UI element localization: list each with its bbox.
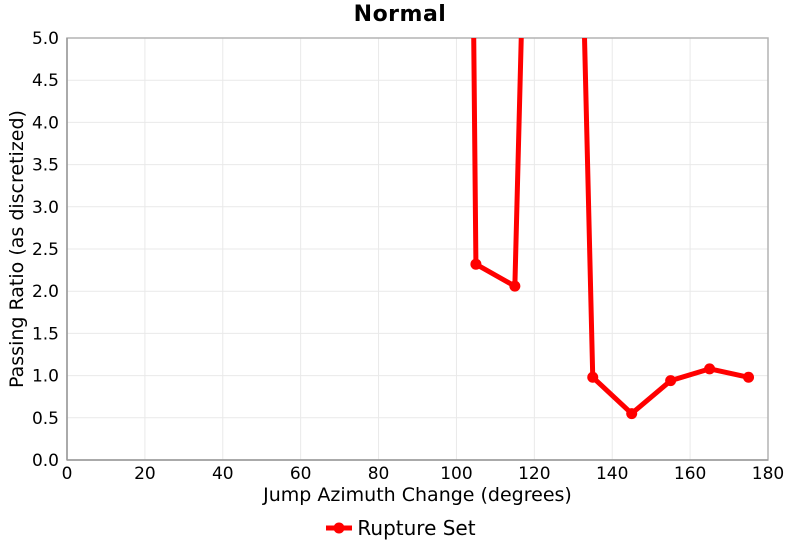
data-point-marker <box>470 258 482 270</box>
legend-dot-icon <box>333 522 345 534</box>
y-tick-label: 2.5 <box>32 240 59 260</box>
y-tick-label: 2.0 <box>32 282 59 302</box>
x-tick-label: 80 <box>368 464 390 484</box>
x-axis-label: Jump Azimuth Change (degrees) <box>263 484 572 506</box>
y-tick-label: 0.0 <box>32 451 59 471</box>
legend: Rupture Set <box>0 516 800 540</box>
chart-title: Normal <box>353 2 447 27</box>
data-point-marker <box>704 363 716 375</box>
x-tick-label: 40 <box>212 464 234 484</box>
x-tick-label: 20 <box>134 464 156 484</box>
legend-line-marker-icon <box>326 522 353 534</box>
series-group <box>470 38 755 420</box>
y-tick-label: 1.0 <box>32 367 59 387</box>
y-tick-label: 4.0 <box>32 113 59 133</box>
x-tick-label: 60 <box>290 464 312 484</box>
x-tick-label: 140 <box>596 464 628 484</box>
x-tick-label: 160 <box>674 464 706 484</box>
x-tick-label: 0 <box>62 464 73 484</box>
y-tick-label: 4.5 <box>32 71 59 91</box>
data-point-marker <box>509 280 521 292</box>
data-point-marker <box>587 371 599 383</box>
legend-label: Rupture Set <box>357 516 476 540</box>
x-tick-label: 120 <box>518 464 550 484</box>
y-tick-label: 5.0 <box>32 29 59 49</box>
data-point-marker <box>626 408 638 420</box>
y-tick-label: 0.5 <box>32 409 59 429</box>
data-point-marker <box>665 375 677 387</box>
y-tick-label: 3.0 <box>32 198 59 218</box>
x-tick-label: 100 <box>440 464 472 484</box>
x-tick-label: 180 <box>752 464 784 484</box>
data-point-marker <box>743 371 755 383</box>
y-tick-label: 1.5 <box>32 324 59 344</box>
y-tick-label: 3.5 <box>32 156 59 176</box>
